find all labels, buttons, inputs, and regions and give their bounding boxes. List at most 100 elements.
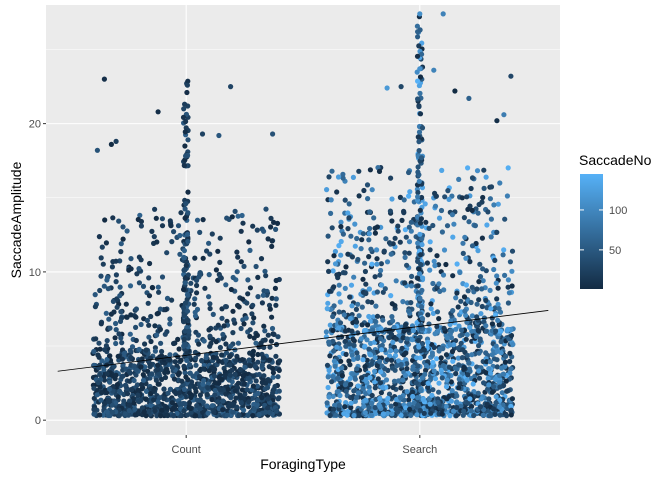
data-point [181, 248, 187, 254]
data-point [497, 373, 503, 379]
data-point [107, 325, 113, 331]
data-point [244, 300, 250, 306]
data-point [104, 338, 110, 344]
data-point [488, 306, 494, 312]
data-point [260, 292, 266, 298]
data-point [109, 264, 115, 270]
data-point [362, 260, 368, 266]
data-point [223, 282, 229, 288]
data-point [428, 306, 434, 312]
data-point [325, 374, 331, 380]
data-point [397, 239, 403, 245]
data-point [328, 197, 334, 203]
data-point [185, 412, 191, 418]
data-point [434, 253, 440, 259]
data-point [509, 268, 515, 274]
data-point [362, 343, 368, 349]
data-point [483, 297, 489, 303]
data-point [242, 364, 248, 370]
data-point [504, 388, 510, 394]
data-point [256, 371, 262, 378]
data-point [106, 399, 112, 405]
data-point [171, 340, 177, 347]
data-point [505, 165, 511, 171]
data-point [329, 225, 335, 231]
data-point [417, 11, 423, 17]
data-point [117, 284, 123, 290]
data-point [246, 357, 252, 363]
data-point [230, 308, 236, 314]
data-point [182, 328, 188, 334]
data-point [374, 261, 380, 267]
data-point [193, 362, 199, 368]
data-point [393, 336, 399, 342]
data-point [245, 291, 251, 297]
data-point [386, 335, 392, 341]
data-point [107, 379, 113, 385]
data-point [501, 247, 507, 253]
data-point [465, 288, 471, 294]
data-point [159, 216, 165, 222]
data-point [464, 332, 470, 338]
data-point [215, 399, 221, 405]
data-point [268, 338, 274, 344]
data-point [177, 251, 183, 257]
data-point [343, 351, 349, 357]
data-point [98, 273, 104, 279]
data-point [507, 259, 513, 265]
data-point [495, 285, 501, 291]
data-point [384, 259, 391, 265]
data-point [331, 406, 337, 412]
data-point [423, 219, 429, 225]
data-point [103, 310, 109, 316]
data-point [364, 337, 370, 343]
data-point [346, 201, 352, 207]
data-point [476, 297, 482, 303]
data-point [440, 363, 446, 369]
data-point [325, 384, 331, 391]
data-point [432, 203, 439, 209]
data-point [419, 125, 426, 131]
data-point [277, 358, 283, 364]
data-point [156, 395, 163, 401]
y-tick-label: 20 [29, 119, 41, 131]
data-point [385, 395, 391, 401]
data-point [369, 392, 375, 399]
data-point [463, 255, 469, 261]
data-point [379, 342, 385, 348]
data-point [491, 202, 497, 208]
data-point [349, 254, 355, 260]
data-point [250, 383, 256, 389]
data-point [425, 384, 431, 390]
data-point [191, 301, 197, 307]
data-point [354, 235, 360, 242]
data-point [416, 178, 422, 184]
data-point [435, 399, 441, 405]
data-point [146, 293, 153, 299]
data-point [358, 375, 365, 381]
data-point [484, 222, 490, 228]
data-point [238, 400, 244, 406]
data-point [439, 375, 445, 381]
data-point [325, 300, 331, 306]
data-point [379, 363, 385, 369]
data-point [393, 348, 399, 354]
data-point [349, 352, 355, 358]
data-point [206, 327, 212, 333]
data-point [420, 275, 426, 281]
data-point [440, 272, 447, 278]
data-point [374, 247, 380, 253]
data-point [369, 400, 375, 406]
data-point [185, 292, 191, 298]
data-point [224, 215, 230, 221]
data-point [337, 320, 344, 326]
data-point [406, 397, 412, 403]
data-point [395, 228, 401, 234]
data-point [412, 371, 418, 377]
data-point [458, 327, 465, 333]
data-point [182, 206, 188, 212]
data-point [456, 362, 462, 368]
data-point [400, 377, 406, 383]
data-point [351, 412, 357, 419]
data-point [366, 313, 372, 320]
